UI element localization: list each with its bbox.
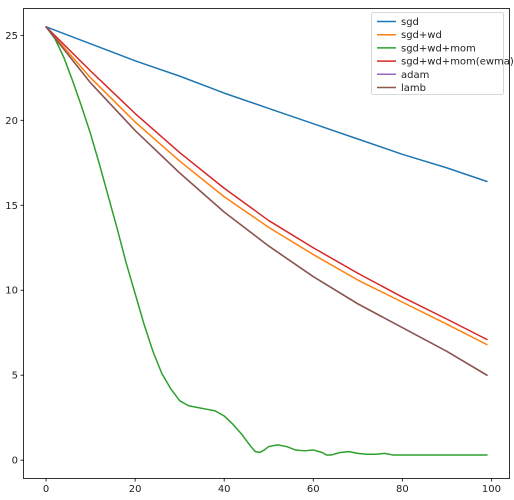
legend: sgd sgd+wd sgd+wd+mom sgd+wd+mom(ewma) adam l… [371,12,514,95]
series-line-sgd-wd [45,26,488,346]
legend-box [371,12,504,95]
x-tick-label: 80 [396,484,409,495]
y-tick-label: 10 [5,286,18,297]
y-tick-label: 20 [5,116,18,127]
legend-label-adam: adam [401,70,429,81]
legend-label-sgd-wd-mom: sgd+wd+mom [401,43,476,54]
series-line-lamb [45,26,488,376]
x-tick-label: 0 [43,484,49,495]
legend-label-lamb: lamb [401,83,426,94]
series-line-sgd-wd-mom-ewma [45,26,488,341]
legend-label-sgd: sgd [401,17,419,28]
series-lines [45,26,488,456]
x-tick-label: 40 [218,484,231,495]
y-tick-label: 25 [5,31,18,42]
series-line-sgd [45,26,488,183]
x-tick-label: 100 [482,484,501,495]
series-line-sgd-wd-mom [45,26,488,456]
x-tick-label: 20 [129,484,142,495]
y-tick-label: 5 [12,371,18,382]
axis-ticks: 0 20 40 60 80 100 0 5 10 15 20 25 [5,31,501,495]
y-tick-label: 15 [5,201,18,212]
y-tick-label: 0 [12,456,18,467]
legend-label-sgd-wd-mom-ewma: sgd+wd+mom(ewma) [401,57,514,68]
x-tick-label: 60 [307,484,320,495]
legend-label-sgd-wd: sgd+wd [401,30,442,41]
